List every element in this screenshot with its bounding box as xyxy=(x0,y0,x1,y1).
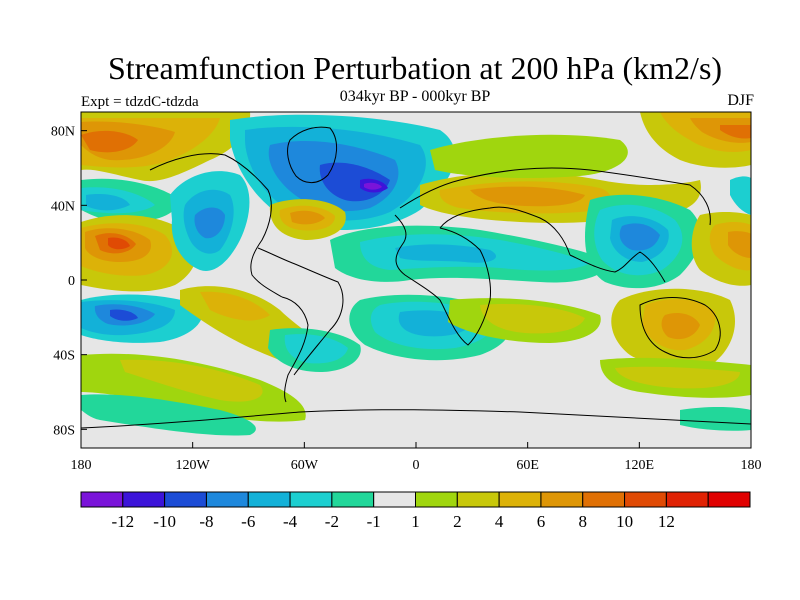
lon-tick-label: 180 xyxy=(741,458,762,473)
greenland-coast xyxy=(287,126,337,184)
colorbar-swatch xyxy=(415,491,458,508)
colorbar-label: 6 xyxy=(537,512,546,531)
colorbar: -12 -10 -8 -6 -4 -2 -1 1 2 4 6 8 10 12 xyxy=(80,491,751,531)
middle-east-coast xyxy=(439,206,571,256)
map-subtitle: 034kyr BP - 000kyr BP xyxy=(339,88,491,105)
eurasia-coast xyxy=(399,167,711,226)
colorbar-swatch xyxy=(247,491,291,508)
colorbar-swatch xyxy=(498,491,542,508)
colorbar-label: -12 xyxy=(111,512,134,531)
colorbar-label: -10 xyxy=(153,512,176,531)
south-america-coast xyxy=(281,296,309,403)
colorbar-label: 4 xyxy=(495,512,504,531)
colorbar-swatch xyxy=(582,491,626,508)
colorbar-swatch xyxy=(373,491,416,508)
africa-coast xyxy=(394,214,491,346)
south-america-east-coast xyxy=(257,247,344,376)
australia-coast xyxy=(639,297,721,359)
lon-tick-label: 60W xyxy=(291,458,319,473)
colorbar-label: -4 xyxy=(283,512,298,531)
colorbar-label: 8 xyxy=(579,512,588,531)
map-title: Streamfunction Perturbation at 200 hPa (… xyxy=(107,50,723,86)
lon-tick-label: 120E xyxy=(625,458,655,473)
colorbar-label: -6 xyxy=(241,512,255,531)
lon-tick-label: 120W xyxy=(176,458,211,473)
coastlines xyxy=(81,126,751,429)
lat-tick-label: 40S xyxy=(53,349,75,364)
lon-tick-label: 0 xyxy=(413,458,420,473)
season-label: DJF xyxy=(727,92,754,109)
colorbar-swatch xyxy=(289,491,333,508)
colorbar-label: 2 xyxy=(453,512,462,531)
latitude-axis: 80N 40N 0 40S 80S xyxy=(51,125,87,438)
colorbar-swatch xyxy=(540,491,584,508)
colorbar-swatch xyxy=(122,491,166,508)
colorbar-swatch xyxy=(624,491,667,508)
experiment-label: Expt = tdzdC-tdzda xyxy=(81,94,199,110)
colorbar-label: -1 xyxy=(367,512,381,531)
colorbar-label: 1 xyxy=(411,512,420,531)
lat-tick-label: 40N xyxy=(51,199,75,214)
colorbar-label: -2 xyxy=(325,512,339,531)
lon-tick-label: 60E xyxy=(516,458,539,473)
colorbar-swatch xyxy=(707,491,751,508)
colorbar-label: 12 xyxy=(658,512,675,531)
colorbar-label: 10 xyxy=(616,512,633,531)
colorbar-swatch xyxy=(164,491,207,508)
colorbar-label: -8 xyxy=(199,512,213,531)
south-asia-coast xyxy=(569,251,666,283)
lon-tick-label: 180 xyxy=(71,458,92,473)
colorbar-swatch xyxy=(665,491,709,508)
colorbar-swatch xyxy=(331,491,375,508)
north-america-coast xyxy=(149,153,283,298)
colorbar-swatch xyxy=(205,491,249,508)
lat-tick-label: 80S xyxy=(53,423,75,438)
contour-field xyxy=(81,112,751,448)
longitude-axis: 180 120W 60W 0 60E 120E 180 xyxy=(71,442,762,473)
colorbar-swatch xyxy=(456,491,500,508)
colorbar-swatch xyxy=(80,491,124,508)
lat-tick-label: 80N xyxy=(51,125,75,140)
antarctica-coast xyxy=(81,409,751,429)
lat-tick-label: 0 xyxy=(68,274,75,289)
